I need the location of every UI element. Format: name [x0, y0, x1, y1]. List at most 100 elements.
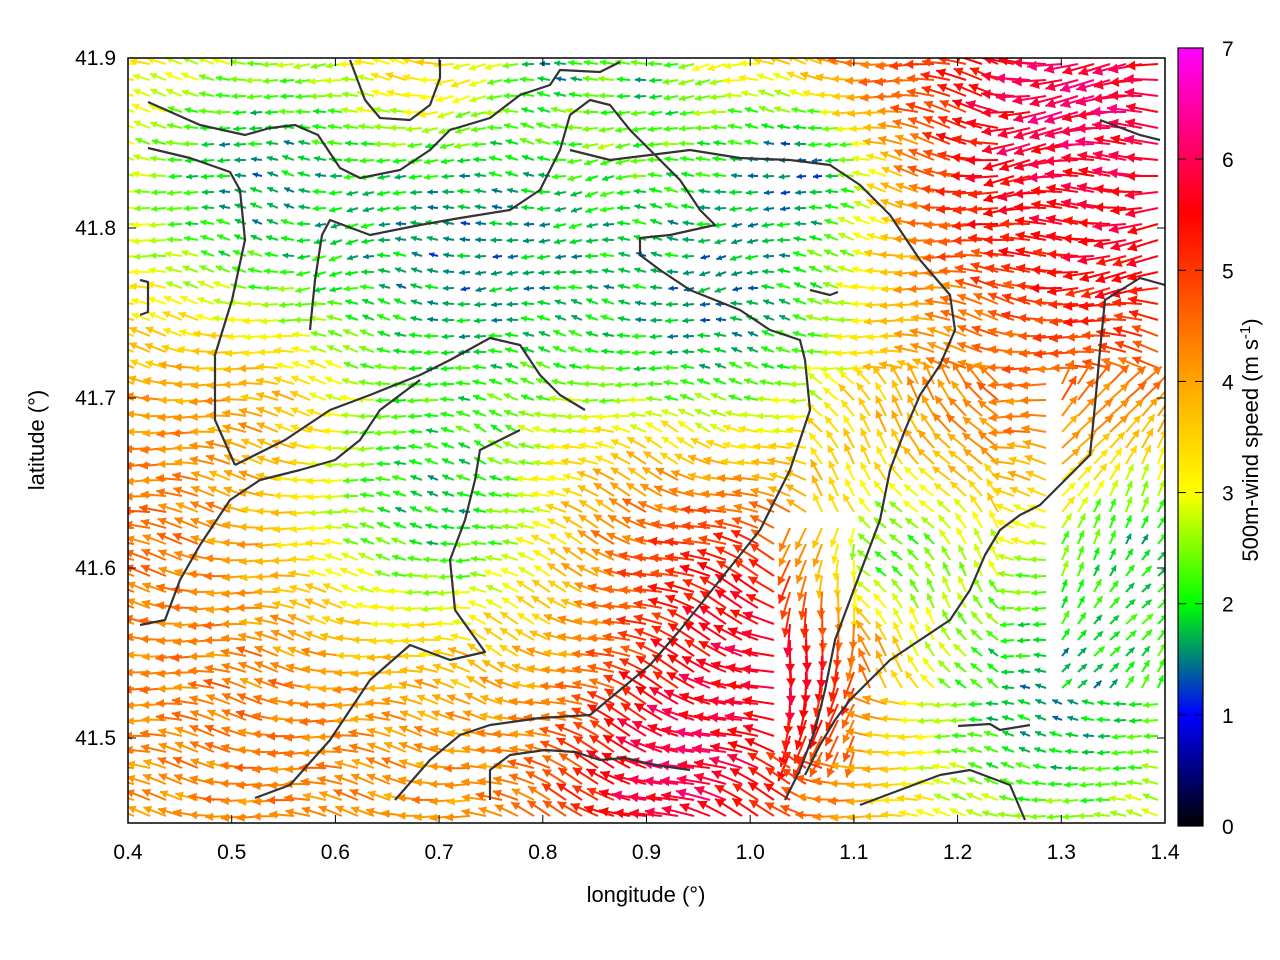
wind-arrow — [568, 91, 583, 98]
wind-arrow — [837, 383, 855, 401]
wind-arrow — [697, 287, 711, 294]
wind-arrow — [617, 283, 631, 290]
wind-arrow — [441, 442, 455, 449]
wind-arrow — [1124, 134, 1159, 145]
wind-arrow — [182, 265, 199, 273]
wind-arrow — [260, 317, 279, 325]
wind-arrow — [668, 285, 679, 292]
wind-arrow — [278, 108, 295, 115]
wind-arrow — [952, 205, 983, 215]
wind-arrow — [760, 346, 775, 353]
wind-arrow — [907, 394, 919, 417]
wind-arrow — [772, 72, 791, 81]
wind-arrow — [357, 445, 375, 453]
wind-arrow — [722, 424, 743, 433]
wind-arrow — [486, 393, 503, 401]
wind-arrow — [712, 171, 727, 179]
wind-arrow — [230, 76, 247, 83]
wind-arrow — [1046, 267, 1079, 278]
wind-arrow — [694, 392, 711, 401]
wind-arrow — [390, 428, 407, 436]
wind-arrow — [552, 329, 567, 337]
wind-arrow — [599, 59, 615, 66]
wind-arrow — [293, 62, 311, 70]
wind-arrow — [677, 408, 695, 417]
wind-arrow — [602, 221, 615, 228]
wind-arrow — [313, 108, 327, 115]
wind-arrow — [1109, 382, 1129, 401]
wind-arrow — [378, 221, 391, 228]
wind-arrow — [576, 470, 599, 481]
wind-arrow — [441, 173, 455, 180]
wind-arrow — [584, 191, 599, 198]
wind-arrow — [538, 238, 551, 244]
wind-arrow — [440, 365, 455, 372]
wind-arrow — [1082, 344, 1111, 354]
wind-arrow — [594, 455, 615, 465]
wind-arrow — [377, 206, 391, 213]
wind-arrow — [871, 365, 887, 385]
wind-arrow — [182, 280, 199, 289]
wind-arrow — [198, 73, 215, 81]
wind-arrow — [691, 63, 711, 72]
wind-arrow — [809, 189, 823, 196]
wind-arrow — [313, 286, 327, 293]
wind-arrow — [807, 331, 823, 338]
wind-arrow — [213, 298, 231, 305]
wind-arrow — [244, 300, 263, 308]
wind-arrow — [394, 173, 407, 180]
wind-arrow — [803, 58, 823, 65]
wind-arrow — [695, 171, 711, 178]
wind-arrow — [238, 470, 263, 481]
wind-arrow — [1061, 359, 1075, 385]
wind-arrow — [856, 382, 871, 401]
wind-arrow — [1157, 390, 1165, 401]
wind-arrow — [306, 359, 327, 369]
wind-arrow — [532, 459, 551, 467]
wind-arrow — [505, 170, 519, 177]
wind-arrow — [314, 172, 327, 179]
x-tick-label: 0.6 — [321, 841, 350, 864]
wind-arrow — [266, 155, 279, 162]
wind-arrow — [616, 348, 631, 356]
wind-arrow — [593, 425, 615, 434]
wind-arrow — [598, 381, 615, 389]
wind-arrow — [788, 397, 807, 405]
wind-arrow — [823, 265, 839, 273]
wind-arrow — [503, 122, 519, 130]
wind-arrow — [1062, 233, 1095, 244]
wind-arrow — [1029, 127, 1063, 140]
wind-arrow — [722, 441, 743, 449]
wind-arrow — [745, 189, 759, 196]
wind-arrow — [408, 332, 423, 339]
wind-arrow — [1095, 271, 1127, 284]
wind-arrow — [665, 110, 679, 117]
wind-arrow — [1112, 255, 1143, 268]
wind-arrow — [585, 253, 599, 260]
wind-arrow — [1046, 286, 1079, 296]
wind-arrow — [744, 139, 759, 146]
wind-arrow — [745, 254, 759, 261]
wind-arrow — [392, 189, 407, 197]
wind-arrow — [402, 73, 423, 82]
wind-arrow — [424, 332, 439, 340]
wind-arrow — [667, 333, 679, 340]
x-axis-title: longitude (°) — [587, 882, 706, 907]
wind-arrow — [1109, 431, 1126, 449]
wind-arrow — [519, 76, 535, 83]
wind-arrow — [238, 378, 263, 388]
wind-arrow — [407, 413, 423, 420]
wind-arrow — [537, 299, 551, 306]
wind-arrow — [360, 222, 375, 230]
wind-arrow — [1090, 106, 1127, 118]
wind-arrow — [902, 446, 919, 465]
wind-arrow — [956, 293, 983, 305]
wind-arrow — [427, 316, 439, 323]
wind-arrow — [502, 458, 519, 465]
wind-arrow — [294, 78, 311, 85]
wind-arrow — [840, 187, 855, 194]
wind-arrow — [662, 78, 679, 85]
wind-arrow — [772, 413, 791, 421]
wind-arrow — [472, 394, 487, 401]
wind-arrow — [150, 252, 167, 260]
